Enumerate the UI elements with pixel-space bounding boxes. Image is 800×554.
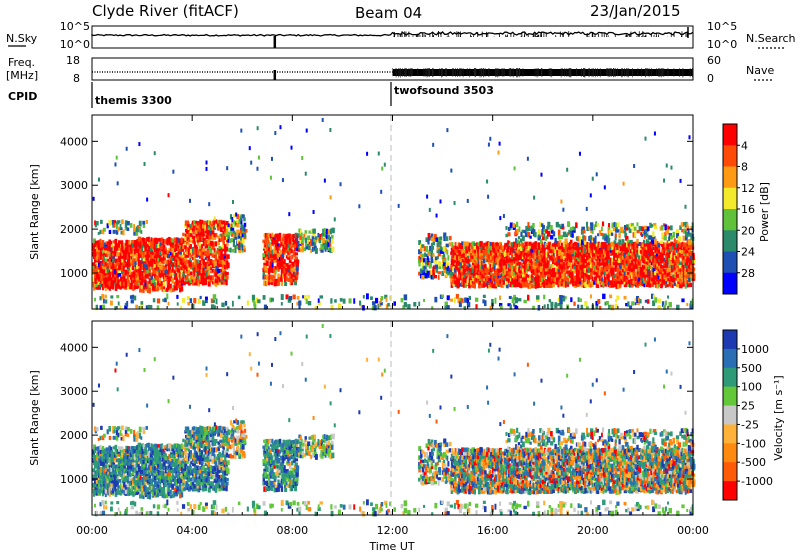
- colorbar-segment: [723, 424, 737, 444]
- colorbar-segment: [723, 367, 737, 388]
- colorbar-segment: [723, 209, 737, 231]
- noise-left-tick-bottom: 10^0: [60, 38, 90, 51]
- colorbar-tick-label: -500: [741, 456, 766, 469]
- colorbar-segment: [723, 124, 737, 146]
- freq-left-tick-top: 18: [66, 54, 80, 67]
- noise-right-tick-top: 10^5: [707, 20, 737, 33]
- noise-left-tick-top: 10^5: [60, 20, 90, 33]
- time-axis: 00:00 04:00 08:00 12:00 16:00 20:00 00:00: [76, 115, 709, 537]
- time-tick-label: 00:00: [677, 524, 709, 537]
- colorbar-segment: [723, 405, 737, 425]
- colorbar-tick-label: 100: [741, 381, 762, 394]
- velocity-ylabel: Slant Range [km]: [28, 370, 41, 466]
- cpid-mode-2: twofsound 3503: [394, 84, 494, 97]
- power-ylabel: Slant Range [km]: [28, 164, 41, 260]
- time-tick-label: 20:00: [577, 524, 609, 537]
- cpid-label: CPID: [8, 90, 37, 103]
- colorbar-segment: [723, 230, 737, 252]
- frequency-trace: [92, 68, 693, 80]
- colorbar-tick-label: 500: [741, 362, 762, 375]
- power-colorbar: 4 8 12 16 20 24 28: [722, 123, 755, 295]
- beam-title: Beam 04: [355, 4, 422, 22]
- time-tick-label: 04:00: [176, 524, 208, 537]
- noise-search-trace: [393, 27, 689, 38]
- colorbar-tick-label: 24: [741, 246, 755, 259]
- power-colorbar-label: Power [dB]: [758, 182, 771, 242]
- time-tick-label: 08:00: [276, 524, 308, 537]
- colorbar-tick-label: 1000: [741, 343, 769, 356]
- range-tick-label: 1000: [60, 473, 88, 486]
- colorbar-tick-label: 28: [741, 267, 755, 280]
- velocity-colorbar-label: Velocity [m s⁻¹]: [772, 375, 785, 460]
- range-tick-label: 2000: [60, 429, 88, 442]
- velocity-panel: 1000 2000 3000 4000 Slant Range [km] 1000 50…: [28, 320, 785, 517]
- noise-right-label: N.Search: [746, 32, 796, 45]
- velocity-y-ticks: 1000 2000 3000 4000: [60, 341, 693, 486]
- colorbar-tick-label: 12: [741, 182, 755, 195]
- noise-left-label: N.Sky: [6, 32, 38, 45]
- colorbar-tick-label: 25: [741, 400, 755, 413]
- freq-right-tick-bottom: 0: [707, 72, 714, 85]
- colorbar-tick-label: -25: [741, 418, 759, 431]
- time-tick-label: 00:00: [76, 524, 108, 537]
- colorbar-tick-label: 20: [741, 224, 755, 237]
- noise-sky-trace: [91, 31, 694, 48]
- range-tick-label: 4000: [60, 341, 88, 354]
- freq-left-label-1: Freq.: [8, 56, 35, 69]
- colorbar-segment: [723, 348, 737, 369]
- colorbar-segment: [723, 187, 737, 210]
- power-y-ticks: 1000 2000 3000 4000: [60, 135, 693, 280]
- nave-label: Nave: [746, 64, 774, 77]
- colorbar-segment: [723, 330, 737, 350]
- time-axis-label: Time UT: [368, 540, 414, 553]
- noise-panel: N.Sky 10^5 10^0 10^5 10^0 N.Search: [6, 20, 796, 51]
- cpid-mode-1: themis 3300: [95, 94, 172, 107]
- colorbar-segment: [723, 166, 737, 189]
- noise-right-tick-bottom: 10^0: [707, 38, 737, 51]
- velocity-colorbar: 1000 500 100 25 -25 -100 -500 -1000: [722, 329, 773, 501]
- colorbar-segment: [723, 145, 737, 167]
- colorbar-tick-label: -100: [741, 437, 766, 450]
- colorbar-segment: [723, 462, 737, 482]
- frequency-panel: Freq. [MHz] 18 8 60 0 Nave: [6, 54, 774, 85]
- range-tick-label: 1000: [60, 267, 88, 280]
- colorbar-segment: [723, 251, 737, 274]
- cpid-panel: CPID themis 3300 twofsound 3503: [8, 82, 494, 108]
- colorbar-segment: [723, 443, 737, 463]
- colorbar-tick-label: 4: [741, 139, 748, 152]
- colorbar-tick-label: 16: [741, 203, 755, 216]
- freq-left-tick-bottom: 8: [73, 72, 80, 85]
- date-title: 23/Jan/2015: [590, 2, 681, 20]
- range-tick-label: 4000: [60, 135, 88, 148]
- colorbar-tick-label: -1000: [741, 475, 773, 488]
- colorbar-tick-label: 8: [741, 161, 748, 174]
- time-tick-label: 16:00: [477, 524, 509, 537]
- freq-right-tick-top: 60: [707, 54, 721, 67]
- power-heatmap-cells: [92, 117, 696, 311]
- power-panel: 1000 2000 3000 4000 Slant Range [km] 4 8 12 16…: [28, 114, 771, 311]
- colorbar-segment: [723, 481, 737, 501]
- colorbar-segment: [723, 272, 737, 295]
- colorbar-segment: [723, 386, 737, 407]
- freq-left-label-2: [MHz]: [6, 69, 38, 82]
- range-tick-label: 3000: [60, 179, 88, 192]
- range-tick-label: 3000: [60, 385, 88, 398]
- station-title: Clyde River (fitACF): [92, 2, 239, 20]
- velocity-heatmap-cells: [92, 323, 696, 517]
- range-tick-label: 2000: [60, 223, 88, 236]
- time-tick-label: 12:00: [377, 524, 409, 537]
